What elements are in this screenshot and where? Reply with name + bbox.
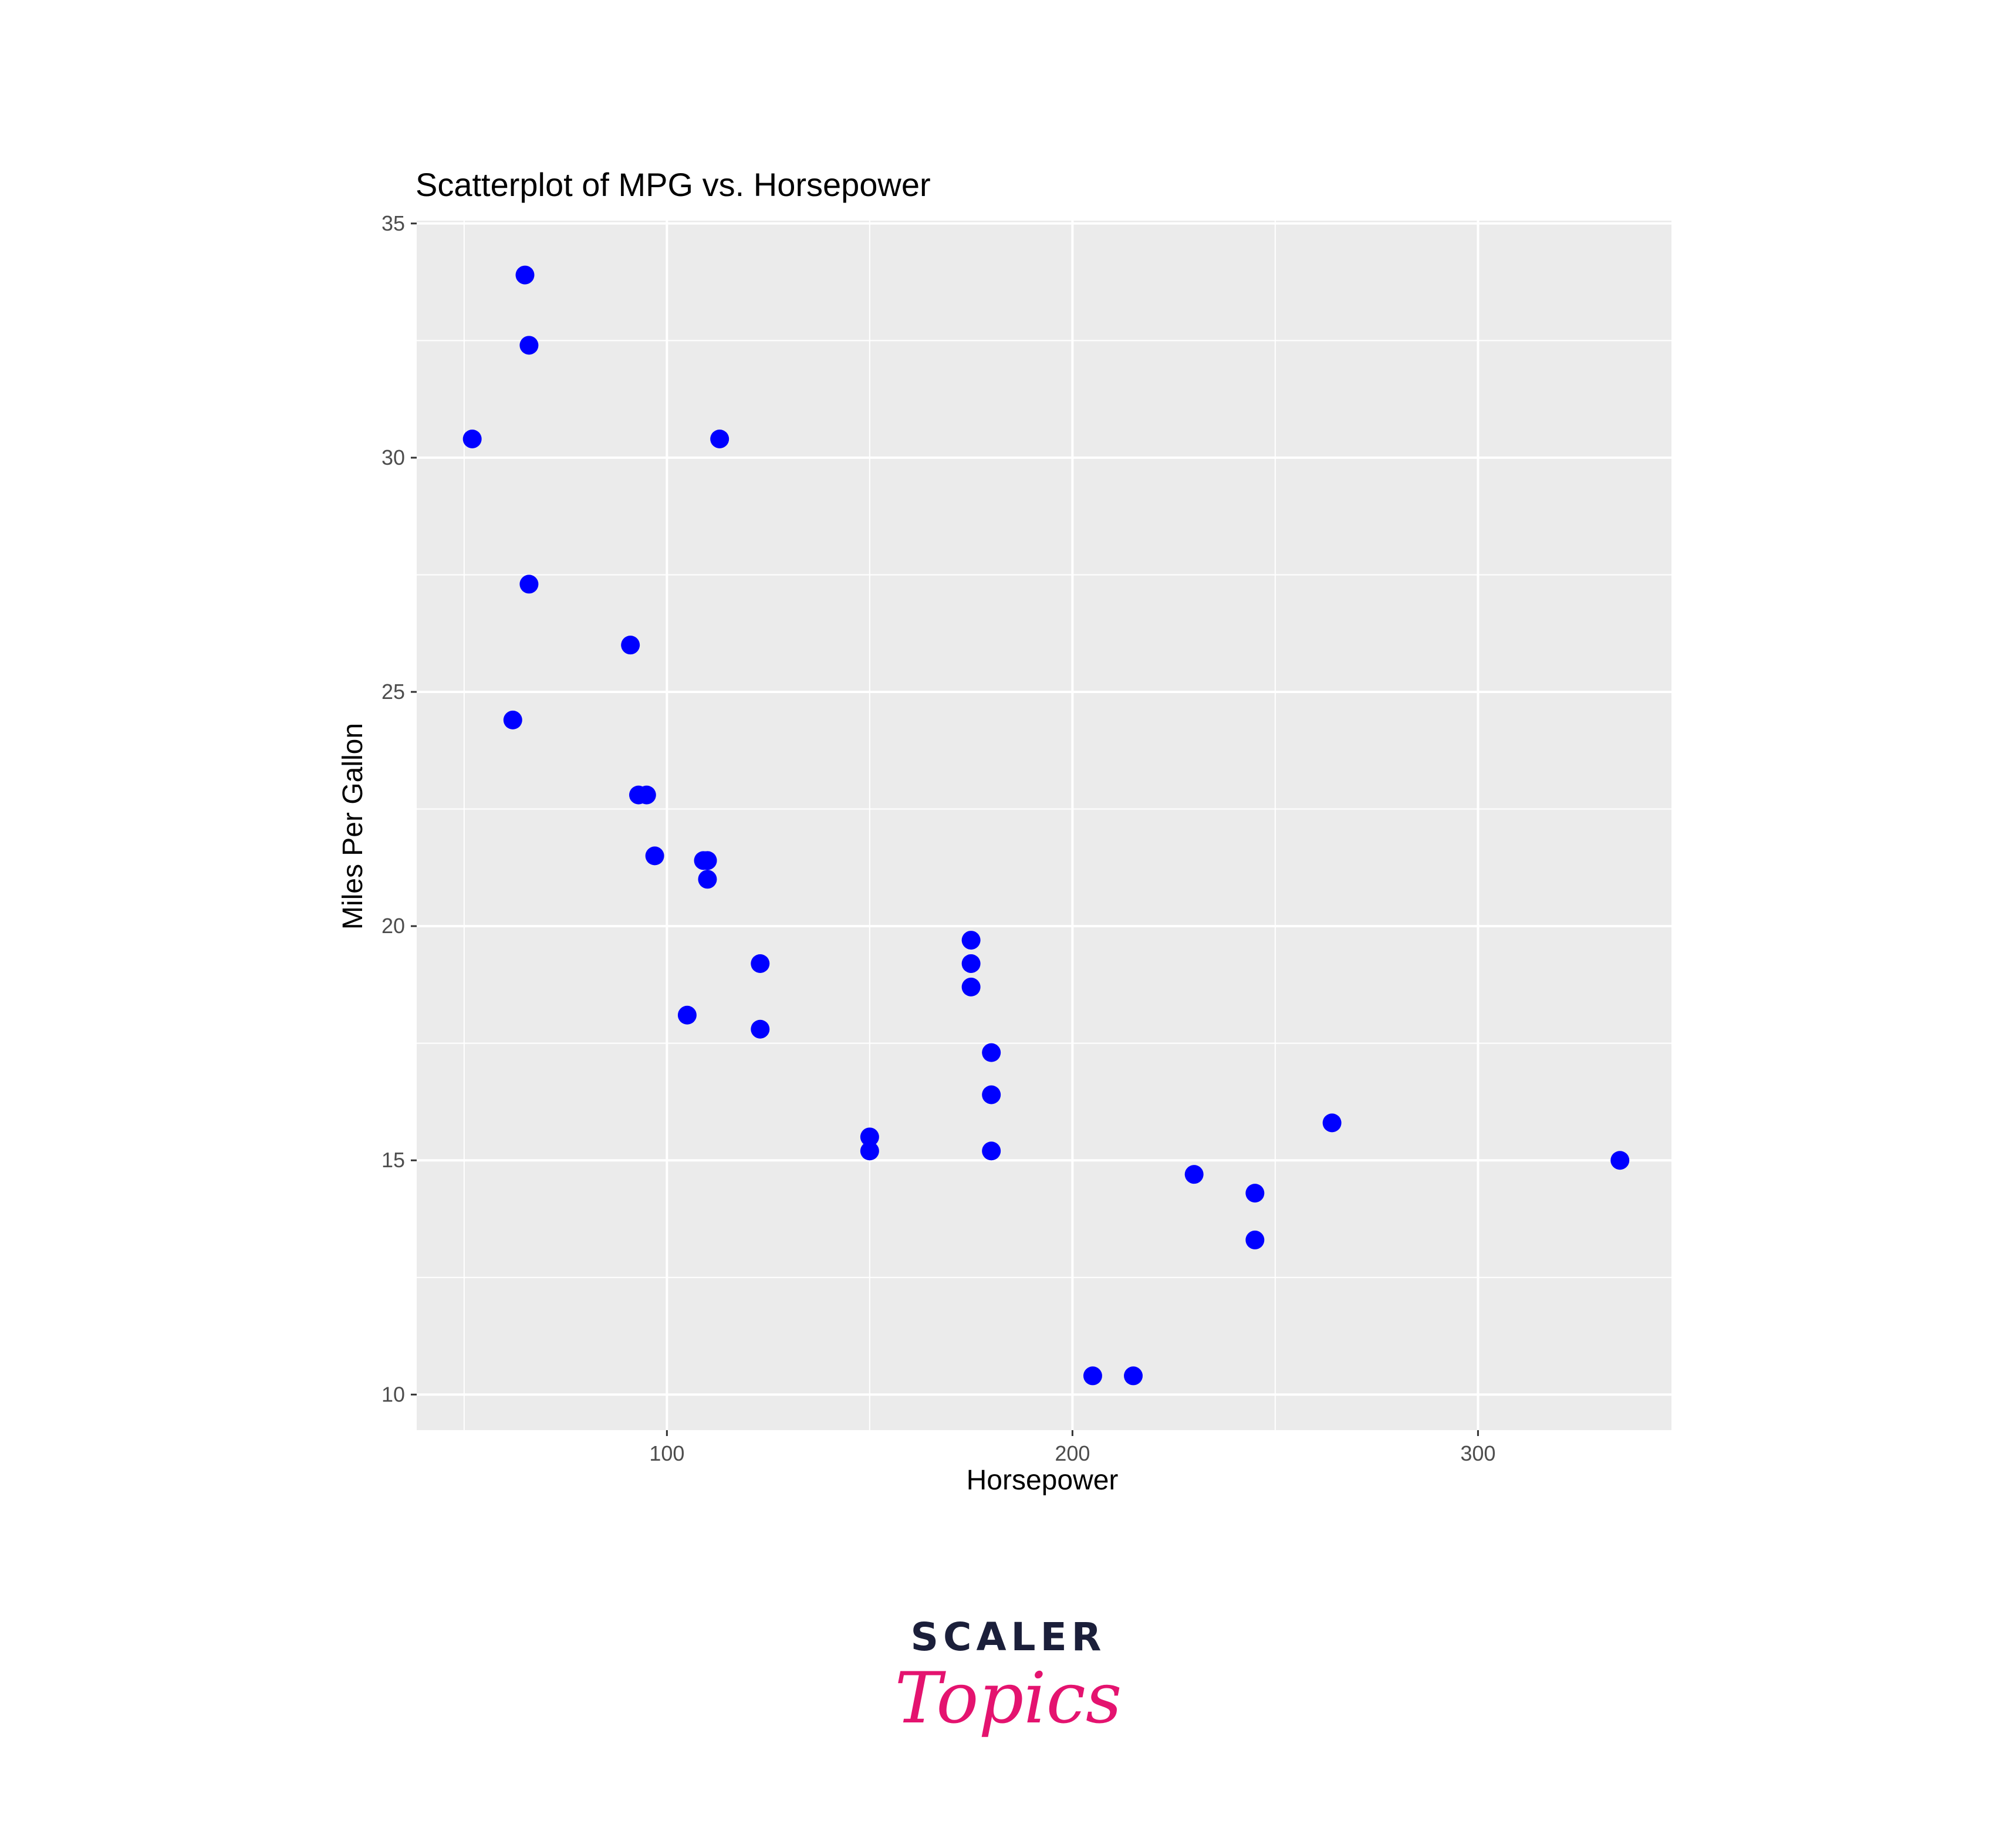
data-point <box>982 1085 1001 1104</box>
data-point <box>677 1005 697 1025</box>
data-point <box>961 977 981 996</box>
scaler-topics-logo: SCALER Topics <box>895 1614 1122 1739</box>
data-point <box>751 954 770 973</box>
y-tick-label: 10 <box>381 1382 405 1406</box>
data-point <box>1124 1366 1143 1386</box>
scatter-points <box>462 265 1630 1386</box>
x-tick-label: 100 <box>649 1441 684 1465</box>
major-gridlines <box>417 221 1671 1430</box>
data-point <box>1322 1113 1342 1133</box>
y-tick-label: 30 <box>381 445 405 469</box>
data-point <box>519 336 539 355</box>
x-tick-label: 300 <box>1460 1441 1495 1465</box>
data-point <box>1083 1366 1102 1386</box>
tick-labels: 100 200 300 10 15 20 25 30 35 <box>381 211 1495 1465</box>
data-point <box>515 265 535 285</box>
data-point <box>462 429 482 448</box>
plot-panel <box>417 221 1671 1430</box>
y-tick-label: 35 <box>381 211 405 235</box>
data-point <box>751 1019 770 1039</box>
data-point <box>982 1141 1001 1161</box>
data-point <box>860 1141 879 1161</box>
data-point <box>503 710 522 729</box>
x-tick-label: 200 <box>1055 1441 1090 1465</box>
data-point <box>1184 1165 1204 1184</box>
data-point <box>1610 1151 1630 1170</box>
data-point <box>694 851 713 870</box>
logo-brand-text: SCALER <box>910 1614 1106 1660</box>
data-point <box>698 870 717 889</box>
y-tick-label: 25 <box>381 680 405 704</box>
data-point <box>860 1127 879 1147</box>
data-point <box>1245 1184 1265 1203</box>
y-tick-label: 15 <box>381 1148 405 1172</box>
data-point <box>982 1043 1001 1062</box>
data-point <box>1245 1230 1265 1249</box>
logo-product-text: Topics <box>895 1658 1122 1739</box>
data-point <box>637 785 656 805</box>
data-point <box>621 636 640 655</box>
data-point <box>519 575 539 594</box>
data-point <box>961 931 981 950</box>
y-tick-label: 20 <box>381 914 405 938</box>
data-point <box>645 846 664 866</box>
chart-title: Scatterplot of MPG vs. Horsepower <box>416 166 931 203</box>
axis-ticks <box>411 222 1479 1436</box>
minor-gridlines <box>417 221 1671 1430</box>
y-axis-label: Miles Per Gallon <box>337 723 369 930</box>
data-point <box>961 954 981 973</box>
x-axis-label: Horsepower <box>967 1465 1119 1496</box>
data-point <box>710 429 729 448</box>
